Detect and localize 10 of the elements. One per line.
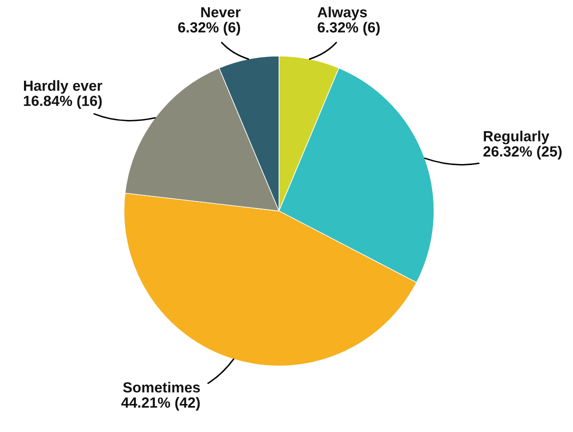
data-label: 44.21% (42) (121, 397, 200, 411)
data-label: 6.32% (6) (318, 22, 380, 36)
slice-label: Never (201, 7, 241, 18)
data-label: 6.32% (6) (178, 22, 240, 36)
slice-label: Always (318, 6, 367, 20)
data-label: 26.32% (25) (483, 146, 562, 160)
slice-label: Sometimes (123, 382, 200, 393)
data-label: 16.84% (16) (24, 95, 102, 109)
slice-label: Hardly ever (24, 80, 102, 94)
slice-label: Regularly (484, 130, 550, 144)
